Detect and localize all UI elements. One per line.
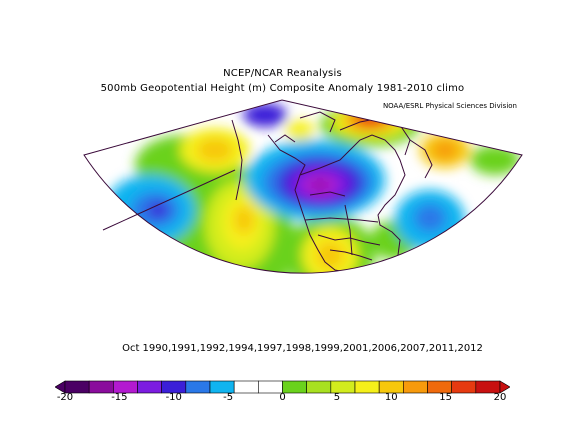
colorbar-swatch	[354, 380, 380, 394]
colorbar-swatch	[282, 380, 307, 394]
colorbar-tick-label: -20	[56, 392, 74, 403]
colorbar-tick-label: -5	[223, 392, 234, 403]
colorbar-tick-label: 0	[279, 392, 286, 403]
colorbar-swatch	[137, 380, 162, 394]
colorbar-arrow-right	[499, 380, 510, 394]
colorbar-swatch	[233, 380, 259, 394]
colorbar-tick-label: -15	[111, 392, 128, 403]
colorbar-swatch	[88, 380, 114, 394]
map-frame	[83, 99, 523, 274]
colorbar-swatch	[451, 380, 477, 394]
colorbar-swatch	[185, 380, 211, 394]
colorbar-swatch	[306, 380, 332, 394]
colorbar-swatch	[403, 380, 428, 394]
colorbar-tick-label: 10	[384, 392, 398, 403]
colorbar-tick-label: 20	[493, 392, 507, 403]
colorbar-tick-label: 15	[439, 392, 452, 403]
chart-subtitle: 500mb Geopotential Height (m) Composite …	[100, 83, 465, 94]
chart-title: NCEP/NCAR Reanalysis	[223, 68, 342, 79]
meridian-line	[102, 169, 236, 231]
composite-dates: Oct 1990,1991,1992,1994,1997,1998,1999,2…	[122, 343, 483, 354]
colorbar	[55, 380, 510, 394]
colorbar-tick-label: 5	[333, 392, 341, 403]
colorbar-tick-label: -10	[165, 392, 182, 403]
credit-label: NOAA/ESRL Physical Sciences Division	[382, 102, 517, 110]
